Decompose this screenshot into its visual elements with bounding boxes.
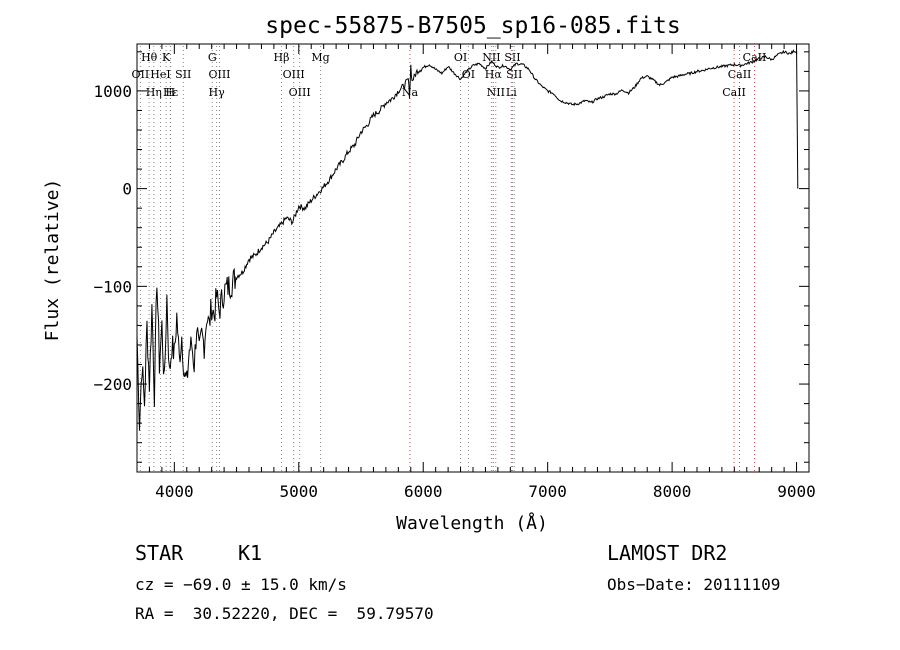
- spectral-line-label: Hθ: [141, 51, 158, 64]
- spectral-line-label: Hγ: [209, 86, 226, 99]
- spectral-line-label: Hβ: [274, 51, 290, 64]
- spectral-line-label: Hα: [485, 68, 503, 81]
- spectral-line-label: CaII: [722, 86, 746, 99]
- spectral-line-label: OII: [132, 68, 150, 81]
- x-tick-label: 5000: [280, 482, 319, 501]
- chart-title: spec-55875-B7505_sp16-085.fits: [265, 13, 680, 39]
- spectral-line-label: G: [208, 51, 217, 64]
- spectrum-series: [136, 49, 799, 431]
- spectral-line-label: SII: [506, 68, 522, 81]
- spectral-line-label: HeI: [150, 68, 170, 81]
- spectral-line-label: OI: [462, 68, 475, 81]
- spectral-line-label: H: [166, 86, 176, 99]
- spectral-line-label: SII: [175, 68, 191, 81]
- survey-name: LAMOST DR2: [607, 541, 728, 565]
- spectral-line-label: OIII: [208, 68, 230, 81]
- plot-frame: [136, 43, 810, 473]
- spectral-line-label: Li: [506, 86, 517, 99]
- x-tick-label: 4000: [155, 482, 194, 501]
- spectrum-line: [136, 49, 799, 431]
- axis-ticks: [136, 44, 810, 472]
- observation-date: Obs−Date: 20111109: [607, 575, 781, 594]
- axis-tick-labels: 4000 5000 6000 7000 8000 9000 −200 −100 0 1000: [93, 82, 815, 501]
- object-class: STAR: [135, 541, 184, 565]
- x-tick-label: 7000: [528, 482, 567, 501]
- object-subclass: K1: [238, 541, 263, 565]
- spectral-line-label: OI: [454, 51, 467, 64]
- x-tick-label: 8000: [653, 482, 692, 501]
- spectral-line-label: SII: [504, 51, 520, 64]
- spectral-line-label: OIII: [283, 68, 305, 81]
- spectral-line-label: OIII: [289, 86, 311, 99]
- y-tick-label: 0: [122, 180, 132, 199]
- spectral-line-label: NII: [487, 86, 505, 99]
- coordinates: RA = 30.52220, DEC = 59.79570: [135, 604, 434, 623]
- spectral-line-label: CaII: [728, 68, 752, 81]
- y-tick-label: −100: [93, 277, 132, 296]
- spectral-line-label: CaII: [743, 51, 767, 64]
- spectral-line-label: K: [162, 51, 171, 64]
- spectral-line-label: Hη: [146, 86, 162, 99]
- spectral-line-label: Hε: [163, 86, 179, 99]
- x-axis-label: Wavelength (Å): [396, 512, 548, 534]
- y-tick-label: 1000: [93, 82, 132, 101]
- y-tick-label: −200: [93, 375, 132, 394]
- x-tick-label: 9000: [777, 482, 816, 501]
- spectral-line-label: Mg: [311, 51, 329, 64]
- y-axis-label: Flux (relative): [42, 179, 63, 342]
- x-tick-label: 6000: [404, 482, 443, 501]
- redshift-velocity: cz = −69.0 ± 15.0 km/s: [135, 575, 347, 594]
